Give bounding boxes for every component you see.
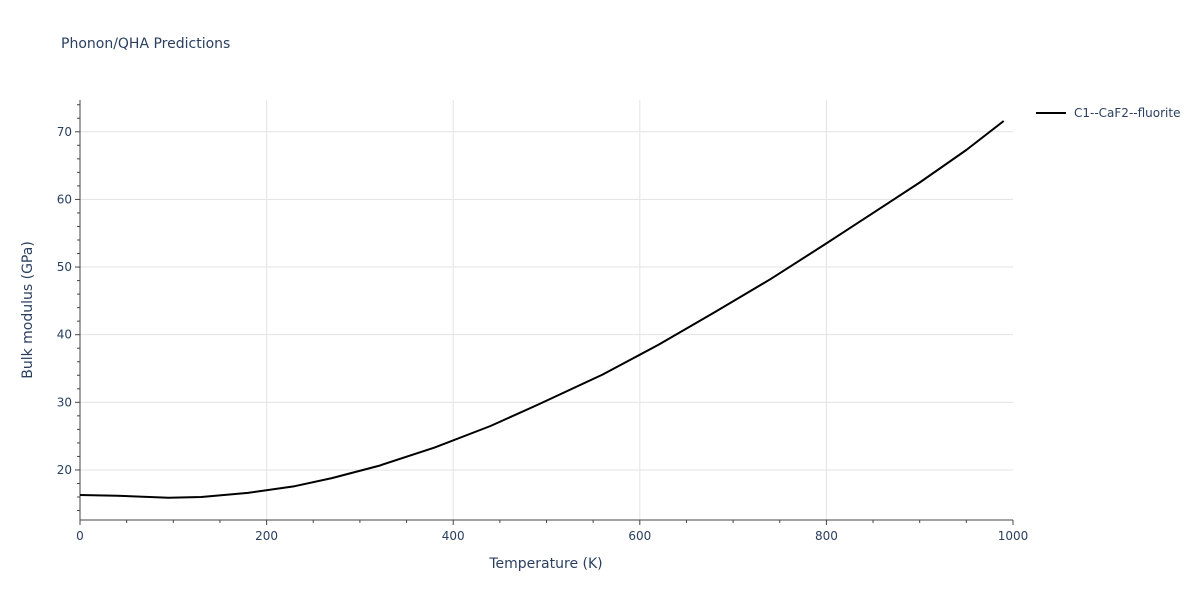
chart-title: Phonon/QHA Predictions [61, 36, 231, 52]
y-tick-label: 20 [57, 463, 72, 477]
x-tick-label: 400 [442, 529, 465, 543]
x-tick-label: 600 [628, 529, 651, 543]
x-axis-title: Temperature (K) [488, 556, 602, 572]
series-layer [79, 120, 1005, 499]
series-line [79, 120, 1005, 499]
x-tick-label: 800 [815, 529, 838, 543]
grid-layer [80, 100, 1013, 520]
legend[interactable]: C1--CaF2--fluorite [1036, 106, 1180, 120]
y-tick-label: 30 [57, 395, 72, 409]
x-tick-label: 200 [255, 529, 278, 543]
x-tick-label: 1000 [998, 529, 1029, 543]
y-tick-label: 60 [57, 192, 72, 206]
axis-layer: 0 200 400 600 800 1000 20 30 40 50 60 70 [57, 100, 1029, 543]
x-tick-label: 0 [76, 529, 84, 543]
legend-item-label: C1--CaF2--fluorite [1074, 106, 1181, 120]
y-axis-title: Bulk modulus (GPa) [20, 241, 36, 379]
y-tick-label: 50 [57, 260, 72, 274]
legend-line-swatch [1036, 112, 1066, 114]
y-tick-label: 70 [57, 125, 72, 139]
y-tick-label: 40 [57, 328, 72, 342]
